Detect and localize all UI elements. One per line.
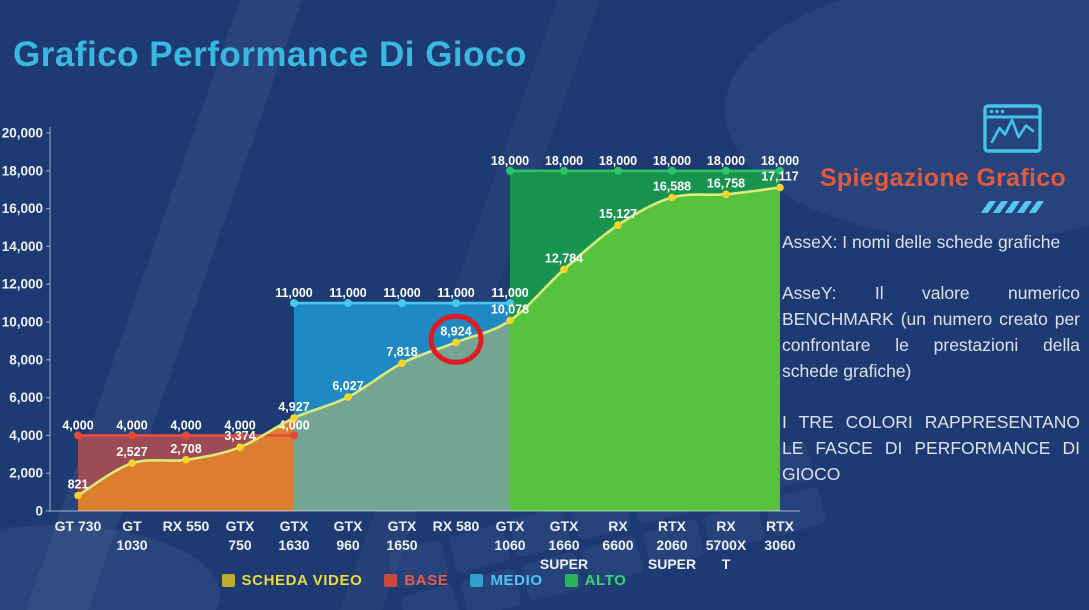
svg-text:16,000: 16,000 <box>2 201 43 216</box>
legend-item-scheda-video: SCHEDA VIDEO <box>221 572 363 589</box>
svg-text:15,127: 15,127 <box>599 207 637 221</box>
svg-text:18,000: 18,000 <box>491 154 529 168</box>
explanation-heading: Spiegazione Grafico <box>819 164 1066 192</box>
explanation-panel: Spiegazione Grafico AsseX: I nomi delle … <box>782 103 1080 487</box>
svg-text:4,000: 4,000 <box>116 418 147 432</box>
svg-text:RX 580: RX 580 <box>433 518 480 534</box>
svg-text:11,000: 11,000 <box>275 286 313 300</box>
legend-item-alto: ALTO <box>564 572 627 589</box>
svg-text:11,000: 11,000 <box>491 286 529 300</box>
svg-text:8,924: 8,924 <box>440 324 471 338</box>
svg-text:4,000: 4,000 <box>62 418 93 432</box>
highlight-circle-annotation <box>428 313 484 365</box>
svg-text:GTX: GTX <box>280 518 309 534</box>
icon-row <box>782 103 1080 154</box>
axes: 0 2,000 4,000 6,000 8,000 10,000 12,000 14,000 1… <box>2 126 800 572</box>
legend-swatch-icon <box>564 574 578 587</box>
legend-label: BASE <box>404 572 449 589</box>
svg-text:1630: 1630 <box>278 537 309 553</box>
svg-text:2060: 2060 <box>656 537 687 553</box>
legend-swatch-icon <box>221 574 235 587</box>
legend-label: SCHEDA VIDEO <box>241 572 363 589</box>
svg-text:2,527: 2,527 <box>116 445 147 459</box>
svg-text:GTX: GTX <box>226 518 255 534</box>
svg-text:12,784: 12,784 <box>545 251 583 265</box>
svg-text:3060: 3060 <box>764 537 795 553</box>
svg-text:11,000: 11,000 <box>383 286 421 300</box>
legend-label: MEDIO <box>490 572 543 589</box>
svg-text:2,708: 2,708 <box>170 442 201 456</box>
svg-text:14,000: 14,000 <box>2 239 43 254</box>
svg-text:RX: RX <box>608 518 628 534</box>
svg-text:18,000: 18,000 <box>653 154 691 168</box>
svg-text:GT 730: GT 730 <box>55 518 102 534</box>
svg-text:18,000: 18,000 <box>707 154 745 168</box>
svg-text:8,000: 8,000 <box>9 352 43 367</box>
svg-text:T: T <box>722 556 731 572</box>
explanation-assex: AsseX: I nomi delle schede grafiche <box>782 232 1061 252</box>
svg-text:1660: 1660 <box>548 537 579 553</box>
svg-text:7,818: 7,818 <box>386 345 417 359</box>
legend-swatch-icon <box>384 574 398 587</box>
svg-text:RX: RX <box>716 518 736 534</box>
svg-text:GTX: GTX <box>496 518 525 534</box>
svg-text:821: 821 <box>68 478 89 492</box>
explanation-assey: AsseY: Il valore numerico BENCHMARK (un … <box>782 283 1080 381</box>
svg-text:16,758: 16,758 <box>707 176 745 190</box>
legend-item-medio: MEDIO <box>470 572 542 589</box>
svg-text:10,000: 10,000 <box>2 315 43 330</box>
svg-text:RX 550: RX 550 <box>163 518 210 534</box>
svg-text:12,000: 12,000 <box>2 277 43 292</box>
explanation-colors: I TRE COLORI RAPPRESENTANO LE FASCE DI P… <box>782 412 1080 484</box>
svg-text:2,000: 2,000 <box>9 466 43 481</box>
svg-text:18,000: 18,000 <box>545 154 583 168</box>
svg-text:1650: 1650 <box>386 537 417 553</box>
svg-text:0: 0 <box>35 504 43 519</box>
svg-text:17,117: 17,117 <box>761 170 799 184</box>
svg-text:6,027: 6,027 <box>332 379 363 393</box>
svg-text:5700X: 5700X <box>706 537 747 553</box>
svg-text:RTX: RTX <box>658 518 687 534</box>
svg-text:16,588: 16,588 <box>653 180 691 194</box>
svg-text:SUPER: SUPER <box>648 556 696 572</box>
svg-text:750: 750 <box>228 537 252 553</box>
legend-swatch-icon <box>470 574 484 587</box>
svg-text:1060: 1060 <box>494 537 525 553</box>
svg-text:18,000: 18,000 <box>599 154 637 168</box>
svg-text:RTX: RTX <box>766 518 795 534</box>
legend-label: ALTO <box>584 572 627 589</box>
svg-text:GT: GT <box>122 518 142 534</box>
svg-text:6,000: 6,000 <box>9 390 43 405</box>
svg-text:GTX: GTX <box>334 518 363 534</box>
svg-text:GTX: GTX <box>388 518 417 534</box>
svg-text:960: 960 <box>336 537 360 553</box>
svg-text:4,000: 4,000 <box>9 428 43 443</box>
svg-text:4,000: 4,000 <box>170 418 201 432</box>
svg-text:4,000: 4,000 <box>224 418 255 432</box>
slashes-decoration <box>782 201 1080 213</box>
slash-icon <box>1028 201 1045 213</box>
svg-text:1030: 1030 <box>116 537 147 553</box>
series-area <box>78 187 780 511</box>
svg-text:20,000: 20,000 <box>2 126 43 141</box>
svg-text:18,000: 18,000 <box>2 163 43 178</box>
svg-text:11,000: 11,000 <box>437 286 475 300</box>
svg-text:10,078: 10,078 <box>491 303 529 317</box>
svg-text:18,000: 18,000 <box>761 154 799 168</box>
browser-chart-icon <box>983 104 1042 153</box>
svg-text:SUPER: SUPER <box>540 556 588 572</box>
svg-text:11,000: 11,000 <box>329 286 367 300</box>
legend-item-base: BASE <box>384 572 448 589</box>
svg-text:6600: 6600 <box>602 537 633 553</box>
svg-text:GTX: GTX <box>550 518 579 534</box>
svg-text:4,927: 4,927 <box>278 400 309 414</box>
chart-legend: SCHEDA VIDEO BASE MEDIO ALTO <box>50 572 798 589</box>
svg-text:3,374: 3,374 <box>224 429 255 443</box>
page-title: Grafico Performance Di Gioco <box>13 35 527 75</box>
